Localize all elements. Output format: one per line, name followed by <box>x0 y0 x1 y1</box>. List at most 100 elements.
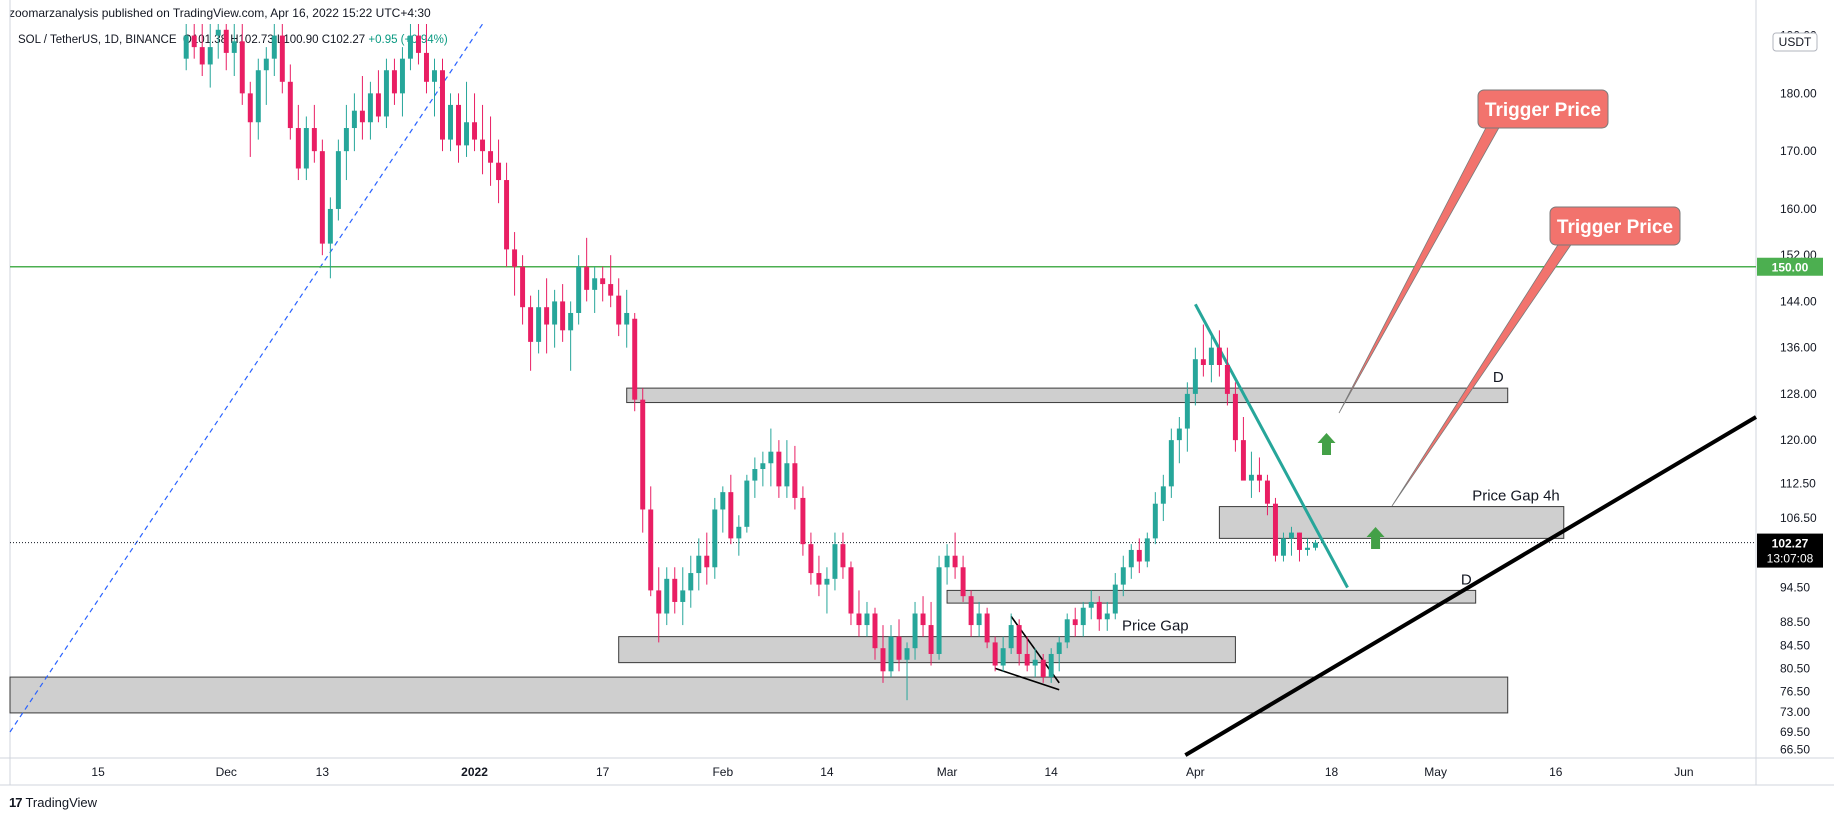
candle-body[interactable] <box>936 567 942 654</box>
candle-body[interactable] <box>920 613 926 626</box>
candle-body[interactable] <box>744 480 750 527</box>
candle-body[interactable] <box>223 29 229 53</box>
currency-box[interactable] <box>1772 32 1818 52</box>
candle-body[interactable] <box>504 180 510 250</box>
candle-body[interactable] <box>1280 538 1286 556</box>
candle-body[interactable] <box>752 469 758 481</box>
candle-body[interactable] <box>952 555 958 568</box>
candle-body[interactable] <box>1176 428 1182 441</box>
candle-body[interactable] <box>776 451 782 487</box>
zone-rect-1[interactable] <box>1218 506 1565 539</box>
candle-body[interactable] <box>295 128 301 169</box>
candle-body[interactable] <box>1232 393 1238 441</box>
trigger-price-callout-0[interactable] <box>1477 89 1609 129</box>
candle-body[interactable] <box>480 139 486 152</box>
candle-body[interactable] <box>976 613 982 626</box>
candle-body[interactable] <box>1096 601 1102 620</box>
candle-body[interactable] <box>1305 547 1310 550</box>
candle-body[interactable] <box>343 128 349 152</box>
candle-body[interactable] <box>375 93 381 117</box>
candle-body[interactable] <box>448 104 453 140</box>
candle-body[interactable] <box>520 266 526 308</box>
candle-body[interactable] <box>239 41 245 94</box>
candle-body[interactable] <box>351 110 357 129</box>
candle-body[interactable] <box>1112 584 1118 614</box>
candle-body[interactable] <box>1032 659 1038 666</box>
candle-body[interactable] <box>608 284 614 296</box>
candle-body[interactable] <box>231 41 237 53</box>
candle-body[interactable] <box>287 81 293 129</box>
wedge-line-lower[interactable] <box>994 667 1060 691</box>
candle-body[interactable] <box>720 492 726 510</box>
candle-body[interactable] <box>496 162 502 181</box>
candle-body[interactable] <box>880 648 886 672</box>
candle-body[interactable] <box>1152 503 1158 539</box>
candle-body[interactable] <box>1000 648 1006 666</box>
candle-body[interactable] <box>784 463 790 487</box>
candle-body[interactable] <box>464 122 470 146</box>
candle-body[interactable] <box>263 58 269 71</box>
candle-body[interactable] <box>824 578 830 585</box>
candle-body[interactable] <box>1168 440 1174 487</box>
support-trend-line[interactable] <box>1184 415 1758 757</box>
candle-body[interactable] <box>640 399 646 510</box>
dashed-trend-line[interactable] <box>9 23 484 733</box>
candle-body[interactable] <box>279 35 285 82</box>
candle-body[interactable] <box>808 544 814 574</box>
candle-body[interactable] <box>359 110 365 123</box>
candle-body[interactable] <box>367 93 373 123</box>
candle-body[interactable] <box>215 29 221 36</box>
candle-body[interactable] <box>888 636 894 672</box>
candle-body[interactable] <box>1040 659 1046 678</box>
candle-body[interactable] <box>1248 474 1254 481</box>
candle-body[interactable] <box>199 47 205 65</box>
candle-body[interactable] <box>319 151 325 244</box>
candle-body[interactable] <box>1256 474 1262 481</box>
candle-body[interactable] <box>1016 625 1022 654</box>
candle-body[interactable] <box>1216 347 1222 365</box>
candle-body[interactable] <box>1136 549 1142 562</box>
candle-body[interactable] <box>191 35 197 48</box>
candle-body[interactable] <box>760 463 766 470</box>
candle-body[interactable] <box>800 497 806 545</box>
candle-body[interactable] <box>1048 653 1054 678</box>
candle-body[interactable] <box>568 312 574 331</box>
candle-body[interactable] <box>856 613 862 626</box>
candle-body[interactable] <box>1288 532 1294 539</box>
candle-body[interactable] <box>1104 613 1110 620</box>
candle-body[interactable] <box>968 596 974 626</box>
candle-body[interactable] <box>704 555 710 568</box>
candle-body[interactable] <box>399 58 405 94</box>
candle-body[interactable] <box>1184 393 1190 429</box>
candle-body[interactable] <box>327 208 333 244</box>
candle-body[interactable] <box>864 613 870 626</box>
candle-body[interactable] <box>848 567 854 614</box>
candle-body[interactable] <box>656 590 662 614</box>
candle-body[interactable] <box>872 613 878 649</box>
candle-body[interactable] <box>840 544 846 568</box>
candle-body[interactable] <box>632 318 638 400</box>
candle-body[interactable] <box>792 463 798 498</box>
candle-body[interactable] <box>1056 642 1062 654</box>
zone-rect-3[interactable] <box>618 636 1236 664</box>
candle-body[interactable] <box>944 555 950 568</box>
candle-body[interactable] <box>207 47 213 65</box>
candle-body[interactable] <box>984 613 990 643</box>
candle-body[interactable] <box>1313 542 1318 548</box>
candle-body[interactable] <box>391 70 397 94</box>
candle-body[interactable] <box>1272 503 1278 556</box>
candle-body[interactable] <box>1120 567 1126 585</box>
candle-body[interactable] <box>255 70 261 123</box>
candle-body[interactable] <box>536 307 542 342</box>
candle-body[interactable] <box>1192 359 1198 394</box>
candle-body[interactable] <box>1064 619 1070 643</box>
candle-body[interactable] <box>736 526 742 539</box>
candle-body[interactable] <box>1144 538 1150 562</box>
candle-body[interactable] <box>544 307 550 325</box>
candle-body[interactable] <box>407 35 413 59</box>
candle-body[interactable] <box>728 492 734 539</box>
candle-body[interactable] <box>712 509 718 568</box>
candle-body[interactable] <box>1072 619 1078 626</box>
zone-rect-2[interactable] <box>946 589 1477 604</box>
candle-body[interactable] <box>592 278 598 290</box>
